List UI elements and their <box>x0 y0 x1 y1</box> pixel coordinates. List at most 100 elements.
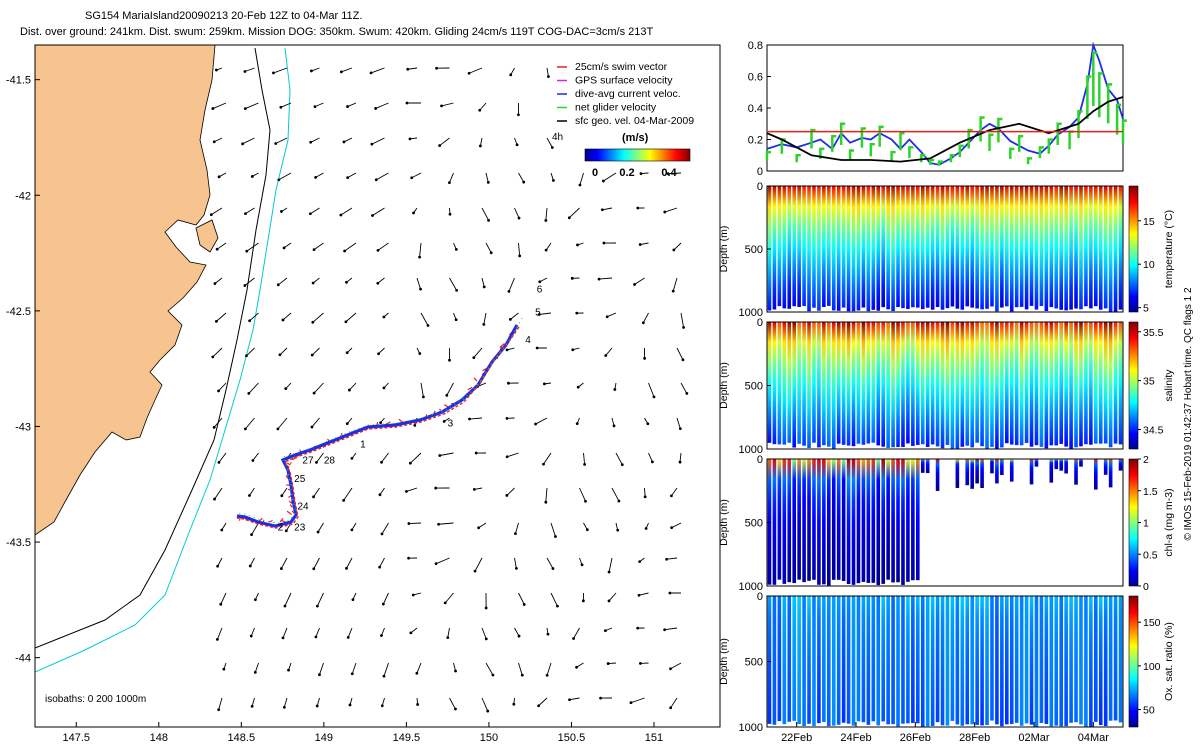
current-vector-arrow <box>212 347 223 358</box>
current-vector-head <box>613 388 617 391</box>
profile-column <box>1005 322 1009 444</box>
current-vector-arrow <box>249 312 259 322</box>
profile-column <box>901 322 905 447</box>
profile-column <box>881 186 885 308</box>
time-tick-label: 22Feb <box>781 732 812 744</box>
profile-column <box>802 322 806 446</box>
current-vector-arrow <box>518 172 525 183</box>
profile-column <box>772 596 777 725</box>
current-vector-arrow <box>608 592 617 602</box>
section-background <box>767 186 1123 312</box>
current-vector-head <box>472 488 476 491</box>
current-vector-head <box>534 422 537 426</box>
profile-column <box>1024 186 1029 310</box>
current-vector-arrow <box>214 487 223 500</box>
profile-column <box>792 459 796 584</box>
profile-column <box>836 322 841 444</box>
current-vector-arrow <box>310 207 320 215</box>
current-vector-head <box>514 566 518 570</box>
current-vector-arrow <box>250 627 255 637</box>
section-panel: 0 500 1000 Depth (m) 34.5 35 35.5 salinity <box>718 317 1175 456</box>
profile-column <box>871 459 876 583</box>
current-vector-head <box>665 557 669 561</box>
current-vector-arrow <box>311 417 320 428</box>
profile-column <box>1074 596 1078 723</box>
profile-column <box>1054 186 1059 309</box>
map-colorbar-tick: 0.2 <box>619 167 634 179</box>
current-vector-head <box>551 567 555 570</box>
current-vector-arrow <box>313 487 320 498</box>
current-vector-arrow <box>278 277 288 286</box>
profile-column <box>1094 459 1098 490</box>
current-vector-head <box>597 277 601 281</box>
profile-column <box>1049 596 1054 727</box>
section-ytick-label: 0 <box>757 454 763 466</box>
current-vector-head <box>415 671 419 675</box>
section-ylabel: Depth (m) <box>718 499 730 546</box>
profile-column <box>1074 186 1078 309</box>
current-vector-head <box>438 144 442 147</box>
profile-column <box>1079 459 1083 467</box>
section-profiles <box>767 459 1123 586</box>
current-vector-arrow <box>214 137 223 143</box>
current-vector-head <box>282 246 286 250</box>
current-vector-head <box>514 532 517 536</box>
profile-column <box>812 186 816 308</box>
current-vector-head <box>544 248 548 252</box>
profile-column <box>1009 596 1014 725</box>
profile-column <box>901 596 905 724</box>
current-vector-head <box>247 391 251 395</box>
profile-column <box>975 322 979 443</box>
current-vector-head <box>408 137 412 141</box>
profile-column <box>965 459 970 486</box>
profile-column <box>916 596 920 724</box>
current-vector-head <box>345 280 348 284</box>
profile-column <box>871 596 876 722</box>
profile-column <box>945 596 950 726</box>
profile-column <box>911 459 915 581</box>
current-vector-head <box>245 354 248 358</box>
current-vector-head <box>311 281 315 285</box>
current-vector-head <box>599 696 602 700</box>
profile-column <box>861 459 866 582</box>
current-vector-arrow <box>666 557 678 560</box>
current-vector-head <box>669 667 672 671</box>
current-vector-arrow <box>347 102 357 107</box>
current-vector-head <box>409 631 413 635</box>
profile-column <box>831 459 836 580</box>
profile-column <box>1079 322 1083 447</box>
profile-column <box>1084 596 1088 727</box>
current-vector-head <box>537 313 541 316</box>
current-vector-field <box>209 66 689 713</box>
current-vector-head <box>219 602 223 606</box>
current-vector-arrow <box>346 557 353 569</box>
section-cbar-title: Ox. sat. ratio (%) <box>1163 622 1175 701</box>
current-vector-head <box>214 68 218 72</box>
current-vector-arrow <box>282 312 292 321</box>
section-cbar-label: 1.5 <box>1143 486 1158 498</box>
profile-column <box>916 322 920 445</box>
current-vector-head <box>681 358 685 362</box>
profile-column <box>960 596 965 726</box>
profile-column <box>856 186 861 311</box>
profile-column <box>1089 186 1093 309</box>
profile-column <box>772 459 777 585</box>
current-vector-head <box>671 289 675 293</box>
profile-column <box>1005 186 1009 307</box>
current-vector-head <box>434 562 438 566</box>
current-vector-head <box>638 560 642 564</box>
profile-column <box>935 596 940 723</box>
current-vector-arrow <box>254 662 259 673</box>
profile-column <box>866 186 871 312</box>
current-vector-arrow <box>251 697 255 707</box>
map-xtick-label: 148 <box>150 732 168 744</box>
current-vector-head <box>575 311 579 315</box>
current-vector-head <box>570 276 574 280</box>
profile-column <box>1044 186 1049 312</box>
profile-column <box>1054 596 1059 726</box>
profile-column <box>831 186 836 311</box>
land-island <box>195 219 219 253</box>
current-vector-arrow <box>218 382 227 392</box>
profile-column <box>861 186 866 308</box>
current-vector-head <box>612 424 616 428</box>
